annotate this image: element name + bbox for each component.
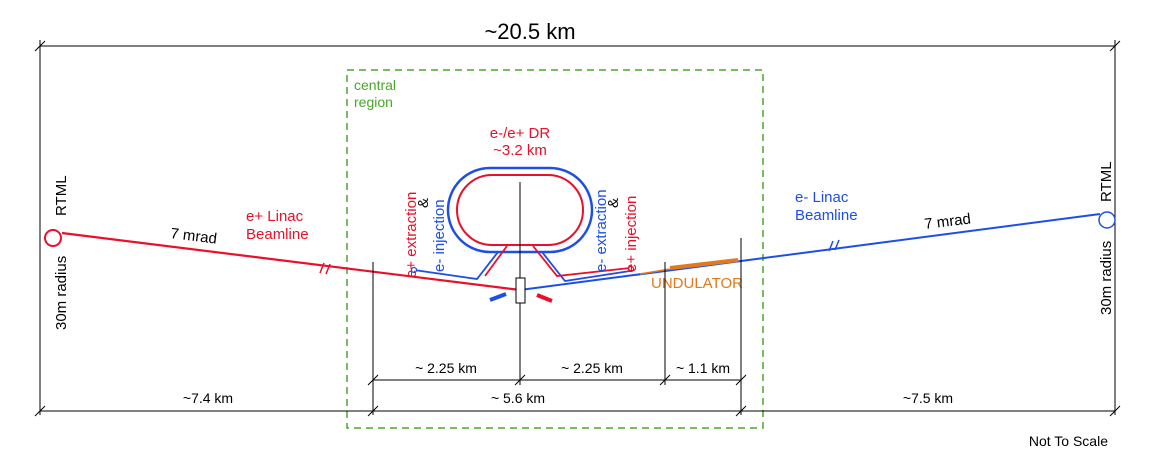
central-region-box — [346, 69, 764, 429]
tick — [514, 374, 526, 386]
not-to-scale-note: Not To Scale — [1029, 433, 1108, 449]
left-rtml-label: RTML — [53, 175, 70, 216]
dr-label: e-/e+ DR — [490, 125, 551, 142]
electron-injection-line — [413, 251, 499, 280]
interaction-point-box — [515, 277, 526, 304]
positron-extraction-line — [484, 245, 508, 277]
undulator-segment — [669, 258, 739, 270]
tick — [1109, 40, 1121, 52]
tick — [367, 405, 379, 417]
inner-right-dimension-label: ~ 2.25 km — [561, 360, 623, 376]
electron-linac-label-1: e- Linac — [795, 189, 849, 206]
left-turnaround-icon — [44, 229, 62, 247]
positron-linac-label-1: e+ Linac — [246, 208, 304, 225]
central-region-label-1: central — [354, 77, 396, 93]
tick — [34, 40, 46, 52]
positron-bds-end — [536, 293, 553, 303]
right-turnaround-icon — [1098, 211, 1116, 229]
positron-injection-label: e+ injection — [623, 196, 640, 272]
right-radius-label: 30m radius — [1098, 241, 1115, 315]
injection-point-icon — [627, 265, 635, 273]
left-span-label: ~7.4 km — [183, 390, 233, 406]
positron-injection-line — [532, 245, 631, 277]
right-angle-label: 7 mrad — [923, 210, 971, 233]
tick — [367, 374, 379, 386]
central-span-label: ~ 5.6 km — [491, 390, 545, 406]
right-span-label: ~7.5 km — [903, 390, 953, 406]
inner-far-dimension-label: ~ 1.1 km — [676, 360, 730, 376]
right-rtml-label: RTML — [1098, 161, 1115, 202]
electron-extraction-label: e- extraction — [593, 189, 610, 272]
inner-left-dimension-label: ~ 2.25 km — [415, 360, 477, 376]
electron-injection-label: e- injection — [431, 199, 448, 272]
overall-length-label: ~20.5 km — [484, 19, 575, 44]
positron-linac-beamline — [61, 231, 521, 292]
electron-linac-label-2: Beamline — [795, 207, 858, 224]
left-radius-label: 30m radius — [53, 256, 70, 330]
tick — [735, 405, 747, 417]
dr-circumference-label: ~3.2 km — [493, 142, 547, 159]
undulator-label: UNDULATOR — [651, 275, 743, 292]
ampersand-label: & — [605, 198, 622, 208]
damping-ring-electron — [446, 166, 594, 254]
positron-extraction-label: e+ extraction — [403, 192, 420, 278]
electron-bds-end — [489, 292, 507, 302]
tick — [735, 374, 747, 386]
tick — [34, 405, 46, 417]
left-angle-label: 7 mrad — [170, 225, 218, 248]
electron-linac-beamline — [519, 213, 1101, 291]
break-mark-icon — [319, 262, 331, 275]
tick — [1109, 405, 1121, 417]
tick — [659, 374, 671, 386]
damping-ring-positron — [456, 174, 584, 246]
central-region-label-2: region — [354, 94, 393, 110]
electron-extraction-line — [541, 251, 631, 282]
ampersand-label: & — [415, 198, 432, 208]
positron-linac-label-2: Beamline — [246, 226, 309, 243]
injection-point-icon — [410, 266, 418, 274]
break-mark-icon — [828, 239, 840, 252]
